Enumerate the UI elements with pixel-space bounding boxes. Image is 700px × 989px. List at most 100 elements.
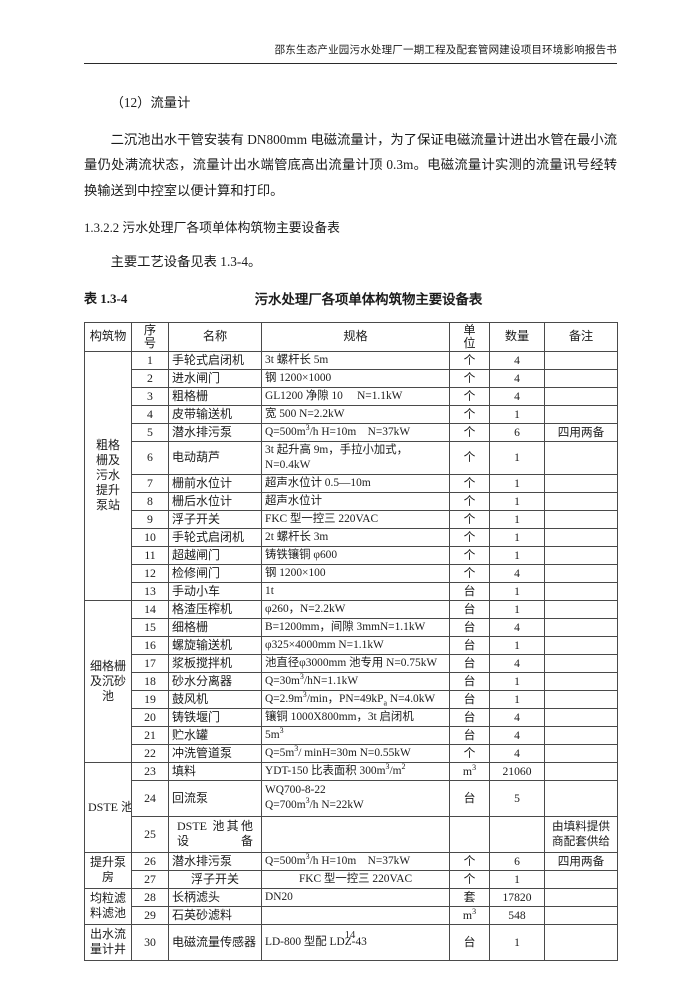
equipment-remark	[544, 671, 618, 691]
equipment-name: 粗格栅	[168, 386, 262, 406]
table-header-row: 构筑物 序 号 名称 规格 单 位 数量 备注	[84, 321, 618, 352]
table-row: 9 浮子开关 FKC 型一控三 220VAC 个 1	[85, 509, 618, 529]
table-row: 8 栅后水位计 超声水位计个 1	[85, 491, 618, 511]
equipment-name: 潜水排污泵	[168, 851, 262, 871]
row-index: 17	[131, 653, 169, 673]
equipment-unit: 个	[449, 368, 490, 388]
equipment-remark	[544, 368, 618, 388]
row-index: 28	[131, 887, 169, 907]
table-row: 11 超越闸门 铸铁镶铜 φ600 个 1	[85, 545, 618, 565]
equipment-remark	[544, 563, 618, 583]
equipment-unit: 个	[449, 563, 490, 583]
row-index: 29	[131, 905, 169, 925]
table-row: 6 电动葫芦 3t 起升高 9m，手拉小加式，N=0.4kW 个 1	[85, 440, 618, 475]
table-row: 19 鼓风机 Q=2.9m3/min，PN=49kPa N=4.0kW 台 1	[85, 689, 618, 709]
row-index: 23	[131, 761, 169, 781]
row-index: 4	[131, 404, 169, 424]
table-row: 均粒滤 料滤池 28 长柄滤头 DN20 套 17820	[84, 887, 618, 925]
equipment-spec: 池直径φ3000mm 池专用 N=0.75kW	[261, 653, 450, 673]
equipment-remark	[544, 527, 618, 547]
equipment-spec: Q=2.9m3/min，PN=49kPa N=4.0kW	[261, 689, 450, 709]
equipment-remark	[544, 779, 618, 817]
equipment-unit: m3	[449, 761, 490, 781]
col-header-spec: 规格	[261, 321, 450, 352]
equipment-qty: 1	[489, 671, 545, 691]
equipment-name: 超越闸门	[168, 545, 262, 565]
equipment-unit: 个	[449, 545, 490, 565]
equipment-remark	[544, 545, 618, 565]
col-header-unit-line2: 位	[463, 335, 476, 350]
equipment-remark	[544, 599, 618, 619]
body-paragraph: 二沉池出水干管安装有 DN800mm 电磁流量计，为了保证电磁流量计进出水管在最…	[84, 131, 617, 198]
row-index: 2	[131, 368, 169, 388]
table-row: 12 检修闸门钢 1200×100 个 4	[85, 563, 618, 583]
structure-group-label: 粗格 栅及 污水 提升 泵站	[84, 350, 132, 601]
equipment-name: 鼓风机	[168, 689, 262, 709]
equipment-spec: FKC 型一控三 220VAC	[261, 509, 450, 529]
equipment-remark	[544, 404, 618, 424]
table-row: 7 栅前水位计 超声水位计 0.5—10m 个 1	[85, 473, 618, 493]
equipment-unit: 台	[449, 599, 490, 619]
equipment-qty: 17820	[489, 887, 545, 907]
structure-group-label: 提升泵房	[84, 851, 132, 889]
equipment-unit: 个	[449, 422, 490, 442]
equipment-qty: 1	[489, 509, 545, 529]
row-index: 6	[131, 440, 169, 475]
col-header-index-line1: 序	[143, 322, 157, 337]
equipment-spec: Q=500m3/h H=10m N=37kW	[261, 422, 450, 442]
equipment-qty: 1	[489, 869, 545, 889]
equipment-name: 浮子开关	[168, 509, 262, 529]
table-row: 25 DSTE 池其他设备 由填料提供商配套供给	[85, 815, 618, 853]
equipment-unit: 台	[449, 923, 490, 961]
equipment-qty: 4	[489, 743, 545, 763]
equipment-name: 贮水罐	[168, 725, 262, 745]
equipment-name: DSTE 池其他设备	[168, 815, 262, 853]
equipment-qty: 4	[489, 707, 545, 727]
row-index: 5	[131, 422, 169, 442]
row-index: 3	[131, 386, 169, 406]
equipment-name: 电磁流量传感器	[168, 923, 262, 961]
running-header: 邵东生态产业园污水处理厂一期工程及配套管网建设项目环境影响报告书	[274, 45, 617, 56]
equipment-unit: 台	[449, 725, 490, 745]
table-caption-label: 表 1.3-4	[84, 290, 128, 306]
table-row: 15 细格栅 B=1200mm，间隙 3mmN=1.1kW 台 4	[85, 617, 618, 637]
equipment-remark	[544, 509, 618, 529]
table-reference-line: 主要工艺设备见表 1.3-4。	[110, 254, 262, 269]
equipment-spec: 钢 1200×1000	[261, 368, 450, 388]
row-index: 16	[131, 635, 169, 655]
table-row: 4 皮带输送机宽 500 N=2.2kW 个 1	[85, 404, 618, 424]
col-header-qty: 数量	[489, 321, 545, 352]
row-index: 25	[131, 815, 169, 853]
equipment-spec: Q=500m3/h H=10m N=37kW	[261, 851, 450, 871]
equipment-unit: 个	[449, 404, 490, 424]
equipment-remark	[544, 386, 618, 406]
row-index: 11	[131, 545, 169, 565]
equipment-qty: 4	[489, 368, 545, 388]
equipment-remark	[544, 887, 618, 907]
equipment-spec: 2t 螺杆长 3m	[261, 527, 450, 547]
equipment-name: 螺旋输送机	[168, 635, 262, 655]
table-row: 10 手轮式启闭机 2t 螺杆长 3m 个 1	[85, 527, 618, 547]
equipment-unit: 个	[449, 743, 490, 763]
equipment-spec: 超声水位计	[261, 491, 450, 511]
row-index: 22	[131, 743, 169, 763]
equipment-remark	[544, 923, 618, 961]
equipment-qty: 1	[489, 581, 545, 601]
equipment-remark	[544, 761, 618, 781]
equipment-qty: 5	[489, 779, 545, 817]
equipment-qty: 1	[489, 599, 545, 619]
table-row: 细格栅 及沉砂池 14 格渣压榨机 φ260，N=2.2kW 台 1	[84, 599, 618, 763]
table-row: 27 浮子开关 FKC 型一控三 220VAC 个 1	[85, 869, 618, 889]
equipment-remark: 由填料提供商配套供给	[544, 815, 618, 853]
equipment-spec: 3t 螺杆长 5m	[261, 350, 450, 370]
equipment-name: 浆板搅拌机	[168, 653, 262, 673]
equipment-name: 回流泵	[168, 779, 262, 817]
col-header-index: 序 号	[131, 321, 169, 352]
equipment-spec: 宽 500 N=2.2kW	[261, 404, 450, 424]
equipment-qty: 1	[489, 689, 545, 709]
table-body: 粗格 栅及 污水 提升 泵站 1 手轮式启闭机 3t 螺杆长 5m 个 4 2 进水闸门钢 1200×…	[84, 350, 618, 961]
equipment-unit: 台	[449, 617, 490, 637]
equipment-qty: 1	[489, 440, 545, 475]
equipment-spec: 1t	[261, 581, 450, 601]
equipment-qty: 1	[489, 404, 545, 424]
